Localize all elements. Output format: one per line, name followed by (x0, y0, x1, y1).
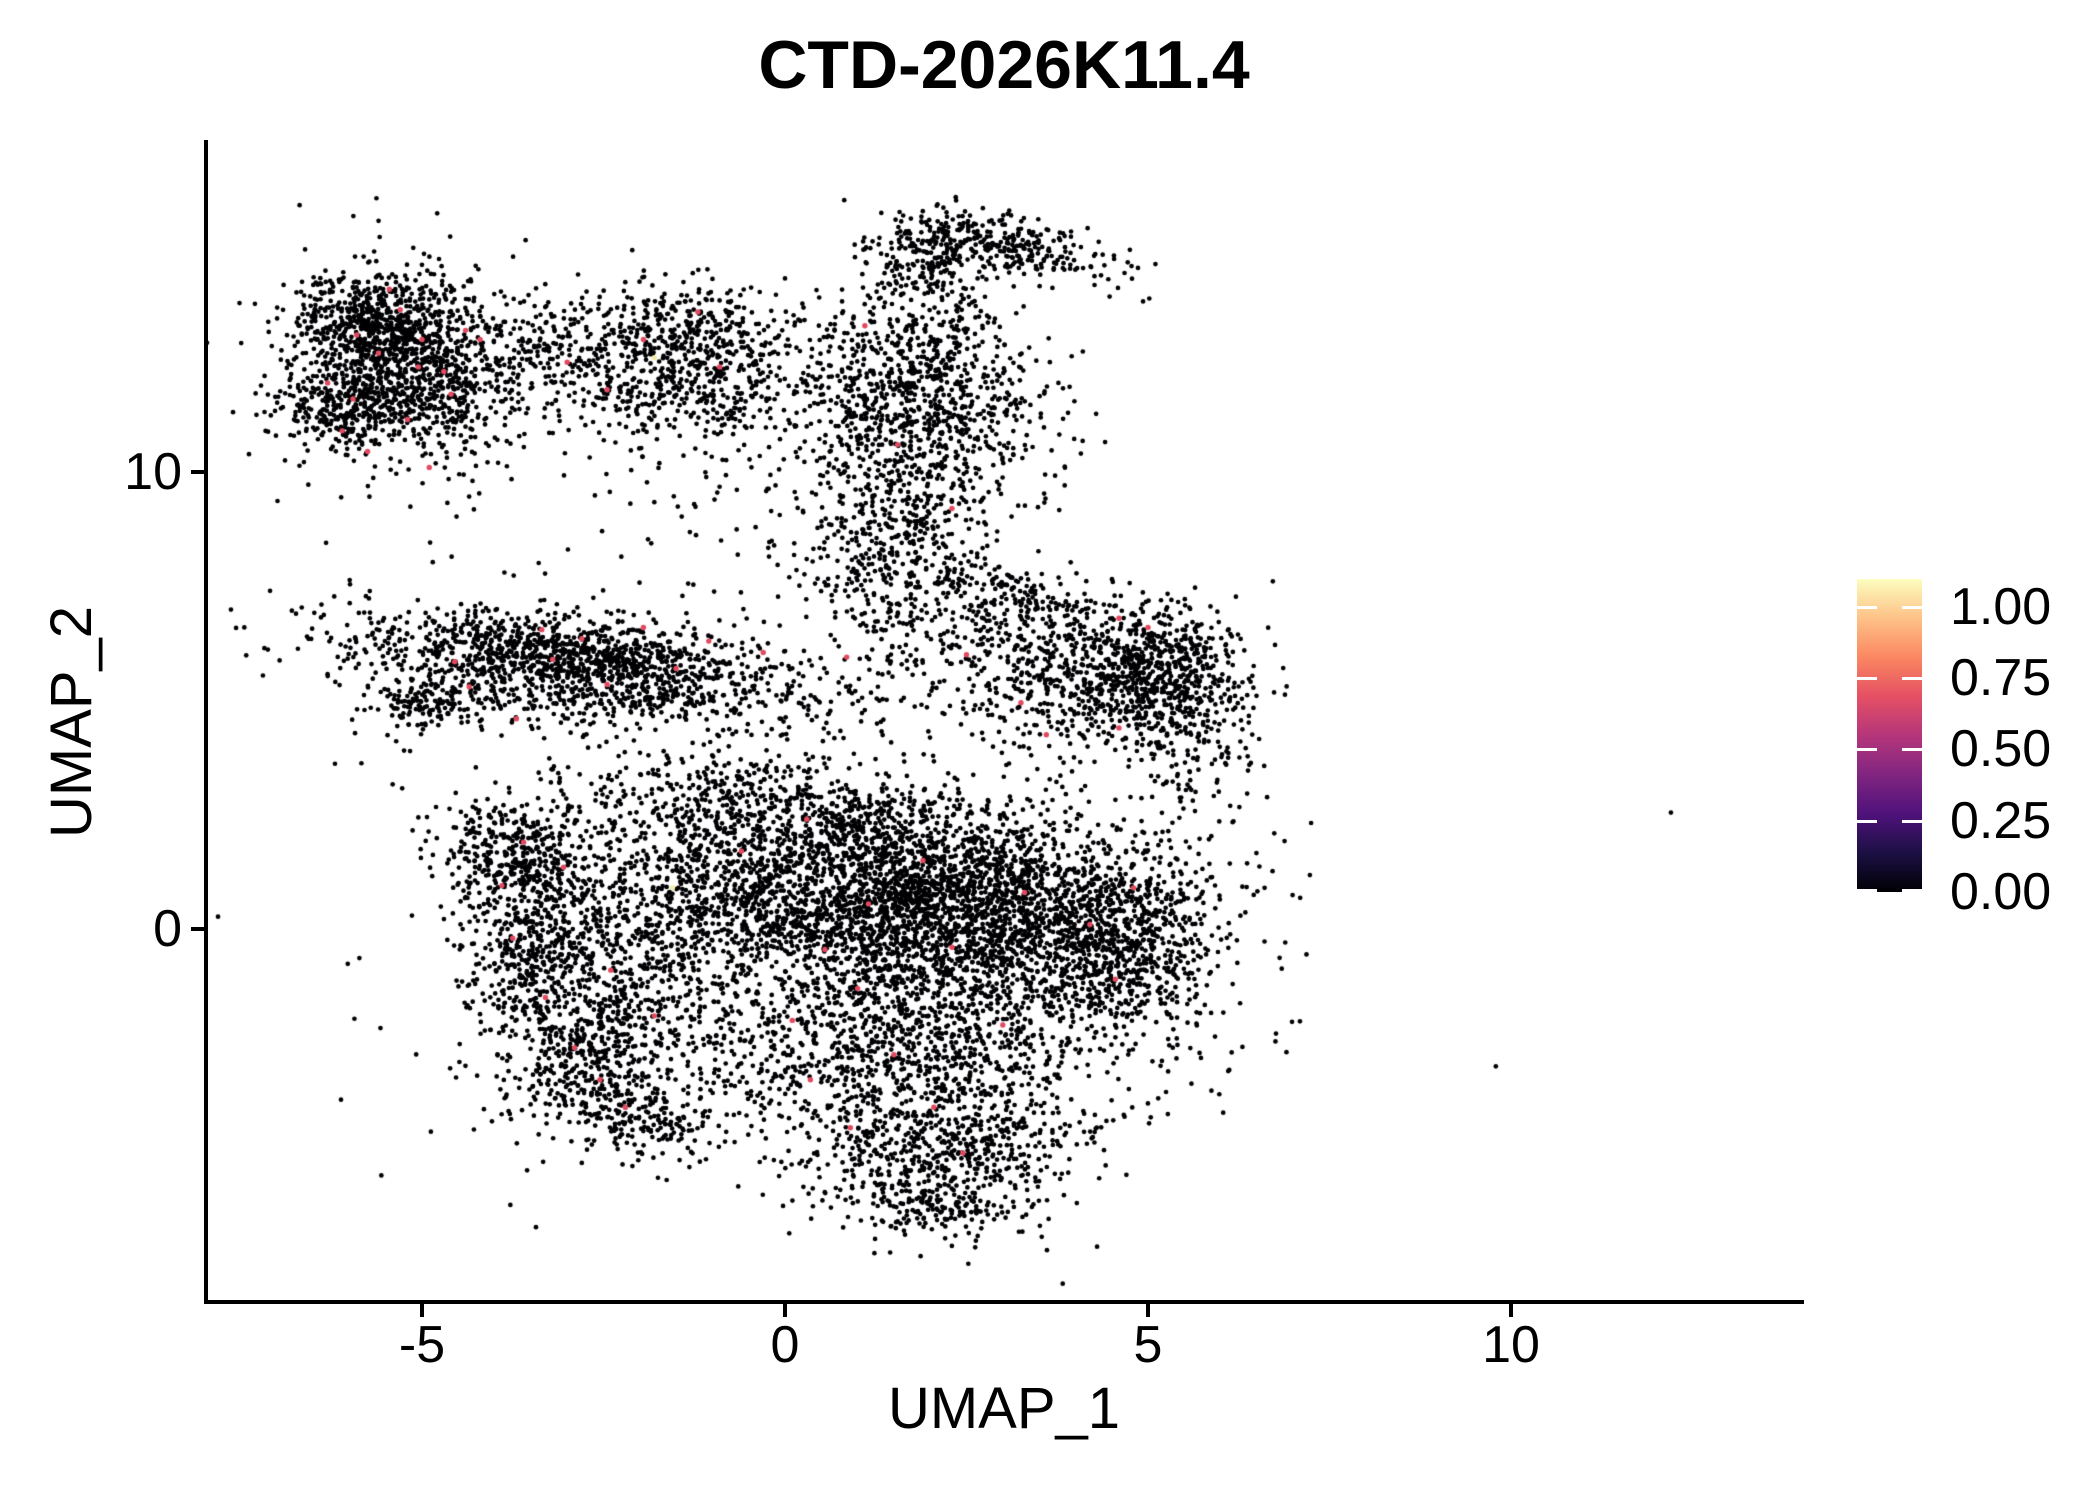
legend-tick-mark (1857, 748, 1877, 752)
plot-title: CTD-2026K11.4 (758, 27, 1250, 103)
x-tick-label: 0 (770, 1316, 800, 1374)
legend-tick-mark (1902, 605, 1922, 609)
legend-tick-label: 0.00 (1950, 863, 2052, 921)
x-tick-mark (783, 1304, 787, 1317)
y-axis-title: UMAP_2 (39, 605, 104, 839)
legend-tick-mark (1857, 605, 1877, 609)
y-tick-mark (191, 470, 204, 474)
y-axis-line (204, 140, 208, 1304)
legend-colorbar (1857, 579, 1922, 892)
legend-tick-mark (1902, 677, 1922, 681)
legend-tick-mark (1857, 889, 1877, 892)
x-tick-label: 10 (1482, 1316, 1540, 1374)
x-axis-title: UMAP_1 (887, 1376, 1121, 1441)
legend-tick-mark (1857, 677, 1877, 681)
legend-tick-mark (1902, 819, 1922, 823)
x-axis-line (204, 1300, 1804, 1304)
legend-tick-mark (1902, 889, 1922, 892)
x-tick-label: -5 (398, 1316, 446, 1374)
legend-tick-label: 0.25 (1950, 791, 2052, 850)
legend-tick-label: 0.75 (1950, 649, 2052, 708)
y-tick-label: 0 (153, 900, 182, 958)
legend-tick-label: 0.50 (1950, 720, 2052, 779)
legend-tick-mark (1857, 819, 1877, 823)
legend-tick-label: 1.00 (1950, 577, 2052, 636)
y-tick-label: 10 (124, 443, 182, 501)
x-tick-label: 5 (1133, 1316, 1163, 1374)
x-tick-mark (1509, 1304, 1513, 1317)
y-tick-mark (191, 927, 204, 931)
x-tick-mark (1146, 1304, 1150, 1317)
x-tick-mark (420, 1304, 424, 1317)
legend-tick-mark (1902, 748, 1922, 752)
